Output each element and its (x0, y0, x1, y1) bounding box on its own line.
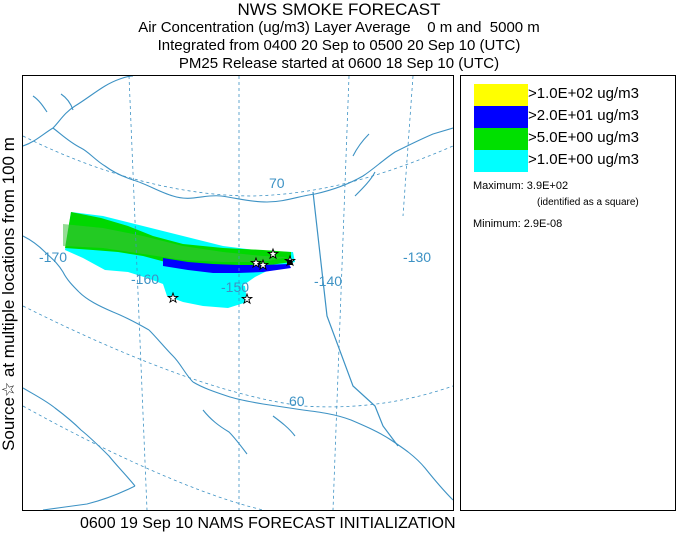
border-line (312, 191, 399, 447)
maximum-value: Maximum: 3.9E+02 (473, 180, 569, 192)
source-star-6 (256, 258, 270, 271)
lon-label-170: -170 (39, 249, 67, 265)
source-star-4 (166, 291, 180, 304)
map-panel: 70 60 -170 -160 -150 -140 -130 (22, 75, 454, 511)
source-star-3 (249, 256, 263, 269)
forecast-title: NWS SMOKE FORECAST (237, 0, 441, 19)
lon-label-140: -140 (314, 273, 342, 289)
lon-label-130: -130 (403, 249, 431, 265)
maximum-square (287, 260, 292, 265)
source-location-label: Source☆ at multiple locations from 100 m (0, 137, 18, 451)
legend-label-1: >1.0E+02 ug/m3 (528, 85, 639, 102)
lat-label-70: 70 (269, 175, 285, 191)
legend-swatch-green (474, 128, 528, 150)
legend-label-3: >5.0E+00 ug/m3 (528, 129, 639, 146)
lon-label-160: -160 (131, 271, 159, 287)
release-start: PM25 Release started at 0600 18 Sep 10 (… (178, 55, 500, 72)
source-star-5 (240, 292, 254, 305)
legend-swatch-blue (474, 106, 528, 128)
graticule (23, 76, 453, 510)
lon-label-150: -150 (221, 279, 249, 295)
legend-swatch-yellow (474, 84, 528, 106)
plume-level-3 (163, 258, 291, 273)
alaska-map: 70 60 -170 -160 -150 -140 -130 (23, 76, 453, 510)
minimum-value: Minimum: 2.9E-08 (473, 218, 563, 230)
forecast-initialization: 0600 19 Sep 10 NAMS FORECAST INITIALIZAT… (80, 515, 456, 532)
source-star-2 (266, 247, 280, 260)
legend-label-4: >1.0E+00 ug/m3 (528, 151, 639, 168)
legend-label-2: >2.0E+01 ug/m3 (528, 107, 639, 124)
legend-panel: >1.0E+02 ug/m3 >2.0E+01 ug/m3 >5.0E+00 u… (460, 75, 676, 511)
legend-swatch-cyan (474, 150, 528, 172)
coastlines (23, 76, 453, 510)
lat-label-60: 60 (289, 393, 305, 409)
maximum-note: (identified as a square) (537, 197, 639, 208)
concentration-description: Air Concentration (ug/m3) Layer Average … (138, 19, 540, 36)
integration-period: Integrated from 0400 20 Sep to 0500 20 S… (157, 37, 521, 54)
plume-patch-south (163, 280, 247, 308)
plume-overlay (63, 224, 288, 262)
